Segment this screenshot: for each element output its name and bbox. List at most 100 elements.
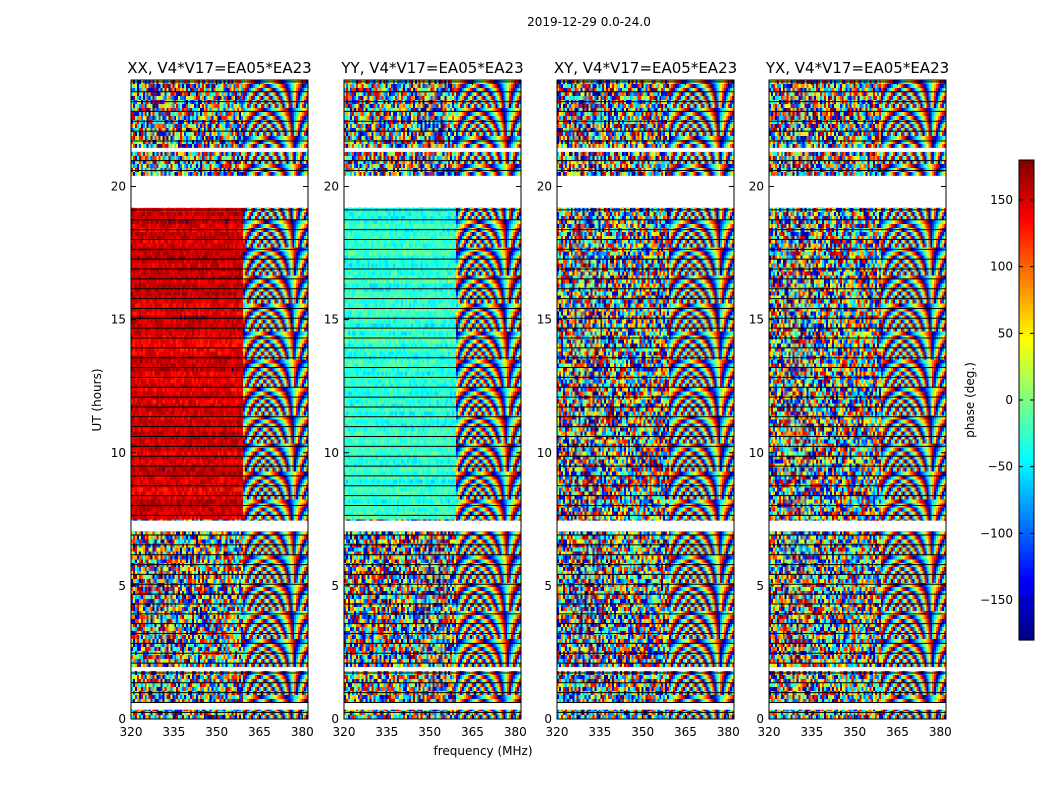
colorbar-segment <box>1019 380 1034 385</box>
colorbar-segment <box>1019 328 1034 333</box>
colorbar-segment <box>1019 388 1034 393</box>
colorbar-segment <box>1019 196 1034 201</box>
colorbar-segment <box>1019 428 1034 433</box>
colorbar-segment <box>1019 408 1034 413</box>
flagged-gap <box>769 703 946 710</box>
y-tick-label: 0 <box>756 712 764 726</box>
x-tick-label: 350 <box>205 725 228 739</box>
colorbar-segment <box>1019 456 1034 461</box>
x-tick-label: 335 <box>375 725 398 739</box>
colorbar: −150 −100 −50 0 50 100 150 <box>980 159 1035 641</box>
flagged-gap <box>344 175 521 208</box>
colorbar-segment <box>1019 400 1034 405</box>
flagged-gap <box>344 520 521 532</box>
colorbar-segment <box>1019 616 1034 621</box>
colorbar-segment <box>1019 216 1034 221</box>
x-tick-label: 320 <box>333 725 356 739</box>
x-tick-label: 350 <box>418 725 441 739</box>
panel-title: XY, V4*V17=EA05*EA23 <box>554 59 737 77</box>
flagged-gap <box>131 147 308 152</box>
colorbar-tick-label: 50 <box>998 326 1013 340</box>
colorbar-segment <box>1019 516 1034 521</box>
panel-frame <box>130 79 309 720</box>
colorbar-segment <box>1019 436 1034 441</box>
colorbar-segment <box>1019 184 1034 189</box>
colorbar-segment <box>1019 376 1034 381</box>
y-tick-label: 5 <box>118 579 126 593</box>
colorbar-segment <box>1019 548 1034 553</box>
colorbar-segment <box>1019 336 1034 341</box>
colorbar-segment <box>1019 168 1034 173</box>
colorbar-segment <box>1019 316 1034 321</box>
flagged-gap <box>131 703 308 710</box>
colorbar-segment <box>1019 240 1034 245</box>
x-tick-label: 320 <box>758 725 781 739</box>
colorbar-segment <box>1019 244 1034 249</box>
colorbar-segment <box>1019 596 1034 601</box>
colorbar-segment <box>1019 584 1034 589</box>
flagged-gap <box>557 520 734 532</box>
suptitle: 2019-12-29 0.0-24.0 <box>527 15 651 29</box>
colorbar-segment <box>1019 628 1034 633</box>
colorbar-tick-label: 100 <box>990 260 1013 274</box>
colorbar-segment <box>1019 296 1034 301</box>
flagged-gap <box>557 147 734 152</box>
panel-title: YY, V4*V17=EA05*EA23 <box>340 59 523 77</box>
colorbar-segment <box>1019 260 1034 265</box>
x-tick-label: 320 <box>546 725 569 739</box>
colorbar-segment <box>1019 524 1034 529</box>
colorbar-segment <box>1019 492 1034 497</box>
colorbar-segment <box>1019 288 1034 293</box>
colorbar-segment <box>1019 484 1034 489</box>
y-tick-label: 15 <box>324 313 339 327</box>
colorbar-segment <box>1019 200 1034 205</box>
colorbar-segment <box>1019 608 1034 613</box>
colorbar-segment <box>1019 228 1034 233</box>
colorbar-segment <box>1019 172 1034 177</box>
colorbar-segment <box>1019 416 1034 421</box>
y-tick-label: 10 <box>324 446 339 460</box>
colorbar-segment <box>1019 496 1034 501</box>
colorbar-segment <box>1019 176 1034 181</box>
colorbar-segment <box>1019 208 1034 213</box>
colorbar-segment <box>1019 488 1034 493</box>
colorbar-segment <box>1019 448 1034 453</box>
flagged-gap <box>769 520 946 532</box>
colorbar-segment <box>1019 560 1034 565</box>
colorbar-segment <box>1019 480 1034 485</box>
colorbar-segment <box>1019 264 1034 269</box>
colorbar-segment <box>1019 632 1034 637</box>
colorbar-segment <box>1019 588 1034 593</box>
y-tick-label: 10 <box>749 446 764 460</box>
panel-title: YX, V4*V17=EA05*EA23 <box>765 59 949 77</box>
panel-frame <box>343 79 522 720</box>
y-axis-label: UT (hours) <box>90 368 104 431</box>
colorbar-segment <box>1019 564 1034 569</box>
colorbar-segment <box>1019 268 1034 273</box>
flagged-gap <box>344 147 521 152</box>
colorbar-segment <box>1019 392 1034 397</box>
colorbar-segment <box>1019 212 1034 217</box>
x-tick-label: 335 <box>162 725 185 739</box>
colorbar-segment <box>1019 532 1034 537</box>
x-tick-label: 335 <box>588 725 611 739</box>
colorbar-segment <box>1019 424 1034 429</box>
colorbar-segment <box>1019 204 1034 209</box>
panel-frame <box>556 79 735 720</box>
colorbar-segment <box>1019 464 1034 469</box>
colorbar-segment <box>1019 580 1034 585</box>
colorbar-segment <box>1019 476 1034 481</box>
colorbar-segment <box>1019 348 1034 353</box>
panel-3: YX, V4*V17=EA05*EA23 320 335 350 365 380 0 5 10 1… <box>749 59 952 739</box>
y-tick-label: 15 <box>111 313 126 327</box>
flagged-gap <box>557 667 734 672</box>
panels-group: XX, V4*V17=EA05*EA23 320 335 350 365 380 0 5 10 1… <box>111 59 952 739</box>
colorbar-segment <box>1019 360 1034 365</box>
colorbar-segment <box>1019 592 1034 597</box>
colorbar-segment <box>1019 624 1034 629</box>
colorbar-segment <box>1019 320 1034 325</box>
colorbar-segment <box>1019 552 1034 557</box>
colorbar-segment <box>1019 256 1034 261</box>
colorbar-segment <box>1019 576 1034 581</box>
